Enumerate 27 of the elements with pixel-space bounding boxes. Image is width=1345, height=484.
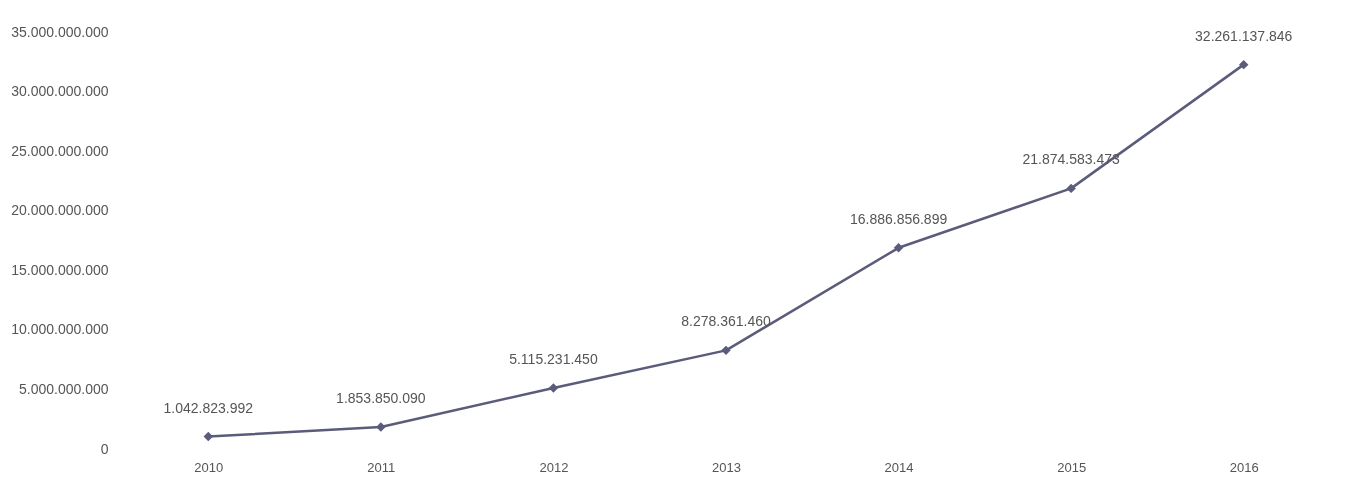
x-tick-label: 2016 (1229, 459, 1259, 475)
y-tick-label: 35.000.000.000 (11, 23, 109, 40)
x-tick-label: 2011 (367, 459, 396, 475)
x-tick-label: 2015 (1057, 459, 1087, 475)
data-label: 8.278.361.460 (681, 313, 771, 330)
point (893, 243, 904, 253)
y-tick-label: 25.000.000.000 (11, 142, 109, 159)
data-label: 1.853.850.090 (336, 389, 426, 406)
x-tick-label: 2010 (194, 459, 224, 475)
y-tick-label: 30.000.000.000 (11, 83, 109, 100)
point (1238, 59, 1249, 70)
y-tick-label: 5.000.000.000 (18, 380, 109, 397)
y-tick-label: 20.000.000.000 (11, 202, 109, 219)
x-tick-label: 2013 (712, 459, 741, 475)
point (721, 345, 731, 356)
point (548, 383, 559, 393)
data-label: 32.261.137.846 (1195, 27, 1293, 44)
x-tick-label: 2014 (884, 459, 914, 475)
y-tick-label: 0 (100, 440, 109, 457)
y-tick-label: 15.000.000.000 (11, 261, 109, 278)
data-label: 5.115.231.450 (509, 351, 598, 368)
y-tick-label: 10.000.000.000 (11, 321, 109, 338)
x-tick-label: 2012 (539, 459, 569, 475)
data-label: 1.042.823.992 (163, 399, 254, 416)
data-label: 16.886.856.899 (849, 210, 948, 227)
point (203, 431, 214, 442)
point (1066, 183, 1076, 194)
